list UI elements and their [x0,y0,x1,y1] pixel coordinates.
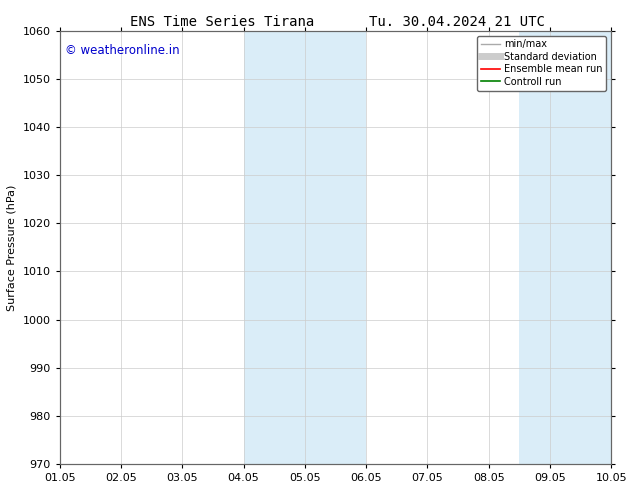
Text: Tu. 30.04.2024 21 UTC: Tu. 30.04.2024 21 UTC [368,15,545,29]
Text: ENS Time Series Tirana: ENS Time Series Tirana [130,15,314,29]
Bar [519,31,634,464]
Y-axis label: Surface Pressure (hPa): Surface Pressure (hPa) [7,184,17,311]
Bar [243,31,366,464]
Legend: min/max, Standard deviation, Ensemble mean run, Controll run: min/max, Standard deviation, Ensemble me… [477,36,606,91]
Text: © weatheronline.in: © weatheronline.in [65,44,180,57]
